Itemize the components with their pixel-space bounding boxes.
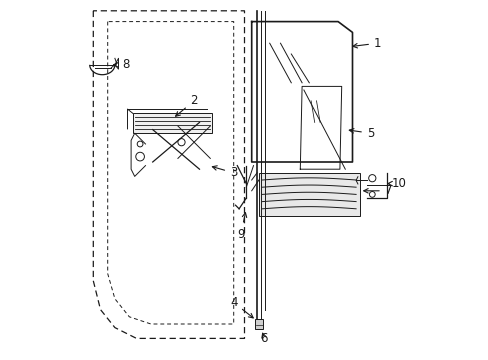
Text: 10: 10 bbox=[387, 177, 406, 190]
Text: 5: 5 bbox=[348, 127, 373, 140]
Text: 8: 8 bbox=[113, 58, 129, 71]
Bar bbox=[255, 319, 263, 329]
Text: 1: 1 bbox=[352, 37, 381, 50]
Text: 3: 3 bbox=[212, 166, 237, 179]
Bar bbox=[133, 113, 212, 133]
Text: 9: 9 bbox=[237, 213, 246, 240]
Bar bbox=[258, 173, 359, 216]
Text: 6: 6 bbox=[260, 332, 267, 345]
Text: 2: 2 bbox=[175, 94, 198, 116]
Text: 7: 7 bbox=[363, 184, 391, 197]
Text: 4: 4 bbox=[229, 296, 253, 318]
